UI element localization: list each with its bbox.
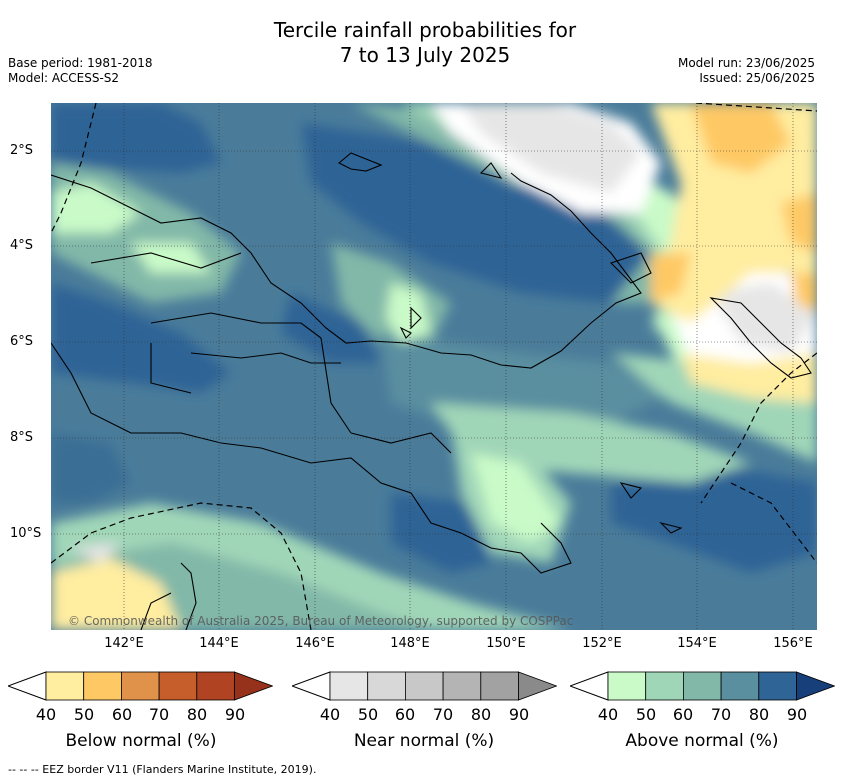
above-tick-50: 50 bbox=[635, 705, 657, 724]
model-run: Model run: 23/06/2025 bbox=[677, 56, 815, 70]
near-tick-80: 80 bbox=[470, 705, 492, 724]
below-tick-90: 90 bbox=[224, 705, 246, 724]
lat-label-10s: 10°S bbox=[10, 526, 42, 541]
colorbar-end-arrow bbox=[234, 671, 273, 701]
below-tick-50: 50 bbox=[73, 705, 95, 724]
colorbar-below-normal bbox=[8, 671, 273, 701]
colorbar-swatch bbox=[480, 671, 519, 701]
near-tick-90: 90 bbox=[508, 705, 530, 724]
above-tick-60: 60 bbox=[672, 705, 694, 724]
title-line-2: 7 to 13 July 2025 bbox=[339, 43, 511, 67]
near-tick-40: 40 bbox=[319, 705, 341, 724]
below-normal-title: Below normal (%) bbox=[65, 731, 217, 751]
near-tick-50: 50 bbox=[357, 705, 379, 724]
above-tick-70: 70 bbox=[710, 705, 732, 724]
base-period: Base period: 1981-2018 bbox=[8, 56, 153, 70]
graticule bbox=[51, 103, 817, 630]
lon-label-150e: 150°E bbox=[486, 636, 526, 651]
colorbar-swatch bbox=[196, 671, 235, 701]
colorbar-swatch bbox=[329, 671, 369, 701]
lon-label-144e: 144°E bbox=[199, 636, 239, 651]
lon-label-148e: 148°E bbox=[390, 636, 430, 651]
title-line-1: Tercile rainfall probabilities for bbox=[273, 18, 577, 42]
map-svg bbox=[51, 103, 817, 630]
colorbar-swatch bbox=[607, 671, 647, 701]
above-tick-90: 90 bbox=[786, 705, 808, 724]
above-tick-40: 40 bbox=[597, 705, 619, 724]
colorbar-end-arrow bbox=[796, 671, 835, 701]
below-tick-40: 40 bbox=[35, 705, 57, 724]
coastlines bbox=[51, 152, 812, 630]
colorbar-swatch bbox=[720, 671, 760, 701]
colorbar-swatch bbox=[405, 671, 444, 701]
meta-left: Base period: 1981-2018 Model: ACCESS-S2 bbox=[8, 56, 153, 86]
below-tick-80: 80 bbox=[186, 705, 208, 724]
lon-label-152e: 152°E bbox=[582, 636, 622, 651]
above-tick-80: 80 bbox=[748, 705, 770, 724]
lat-label-8s: 8°S bbox=[10, 430, 34, 445]
below-tick-60: 60 bbox=[111, 705, 133, 724]
colorbar-swatch bbox=[45, 671, 85, 701]
below-tick-70: 70 bbox=[148, 705, 170, 724]
colorbar-swatch bbox=[683, 671, 722, 701]
near-tick-60: 60 bbox=[394, 705, 416, 724]
chart-title: Tercile rainfall probabilities for 7 to … bbox=[0, 18, 850, 68]
copyright-notice: © Commonwealth of Australia 2025, Bureau… bbox=[68, 614, 574, 628]
colorbar-above-normal bbox=[570, 671, 835, 701]
colorbar-swatch bbox=[367, 671, 406, 701]
colorbar-swatch bbox=[758, 671, 797, 701]
eez-borders bbox=[51, 103, 817, 630]
above-normal-title: Above normal (%) bbox=[625, 731, 779, 751]
lon-label-156e: 156°E bbox=[773, 636, 813, 651]
lat-label-4s: 4°S bbox=[10, 238, 34, 253]
issued-date: Issued: 25/06/2025 bbox=[699, 71, 815, 85]
lon-label-142e: 142°E bbox=[104, 636, 144, 651]
lat-label-6s: 6°S bbox=[10, 334, 34, 349]
lon-label-146e: 146°E bbox=[295, 636, 335, 651]
eez-footnote: -- -- -- EEZ border V11 (Flanders Marine… bbox=[8, 763, 317, 776]
colorbar-near-normal bbox=[292, 671, 557, 701]
colorbar-end-arrow bbox=[518, 671, 557, 701]
colorbar-swatch bbox=[158, 671, 198, 701]
meta-right: Model run: 23/06/2025 Issued: 25/06/2025 bbox=[678, 56, 815, 86]
lon-label-154e: 154°E bbox=[677, 636, 717, 651]
colorbar-swatch bbox=[121, 671, 160, 701]
near-tick-70: 70 bbox=[432, 705, 454, 724]
colorbar-swatch bbox=[645, 671, 684, 701]
lat-label-2s: 2°S bbox=[10, 143, 34, 158]
rainfall-map bbox=[51, 103, 817, 630]
near-normal-title: Near normal (%) bbox=[353, 731, 495, 751]
colorbar-swatch bbox=[83, 671, 122, 701]
colorbar-swatch bbox=[442, 671, 482, 701]
model-name: Model: ACCESS-S2 bbox=[8, 71, 120, 85]
